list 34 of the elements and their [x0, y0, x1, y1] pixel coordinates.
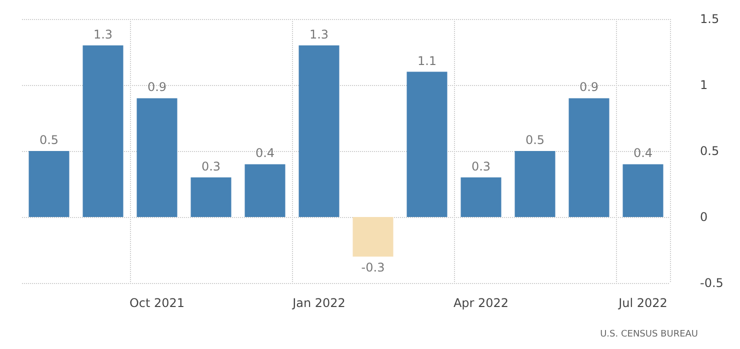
- data-label: 1.3: [93, 27, 113, 42]
- bar: [244, 164, 286, 217]
- y-tick-label: -0.5: [700, 276, 724, 290]
- bar: [568, 98, 610, 217]
- bar: [298, 45, 340, 217]
- y-tick-label: 1.5: [700, 12, 720, 26]
- x-tick-label: Jul 2022: [618, 296, 668, 310]
- x-tick-label: Jan 2022: [292, 296, 346, 310]
- data-label: 0.3: [471, 159, 491, 174]
- data-label: 0.4: [633, 146, 653, 160]
- data-label: 1.3: [309, 27, 329, 42]
- x-tick-label: Oct 2021: [129, 296, 185, 310]
- text: U.S. CENSUS BUREAU: [600, 330, 698, 340]
- bar: [406, 72, 448, 217]
- bar: [352, 217, 394, 257]
- bar: [460, 177, 502, 217]
- data-label: 0.5: [39, 133, 59, 147]
- y-tick-label: 1: [700, 78, 708, 92]
- data-label: 0.5: [525, 133, 545, 147]
- data-label: 0.9: [579, 80, 599, 94]
- bar: [622, 164, 664, 217]
- data-label: 0.3: [201, 159, 221, 174]
- bar: [136, 98, 178, 217]
- bar: [28, 151, 70, 217]
- y-tick-label: 0.5: [700, 144, 720, 158]
- bar: [82, 45, 124, 217]
- x-tick-label: Apr 2022: [453, 296, 509, 310]
- data-label: 0.9: [147, 80, 167, 94]
- data-label: 0.4: [255, 146, 275, 160]
- y-tick-label: 0: [700, 210, 708, 224]
- data-label: -0.3: [361, 260, 385, 275]
- data-label: 1.1: [417, 54, 437, 68]
- bar: [514, 151, 556, 217]
- bar: [190, 177, 232, 217]
